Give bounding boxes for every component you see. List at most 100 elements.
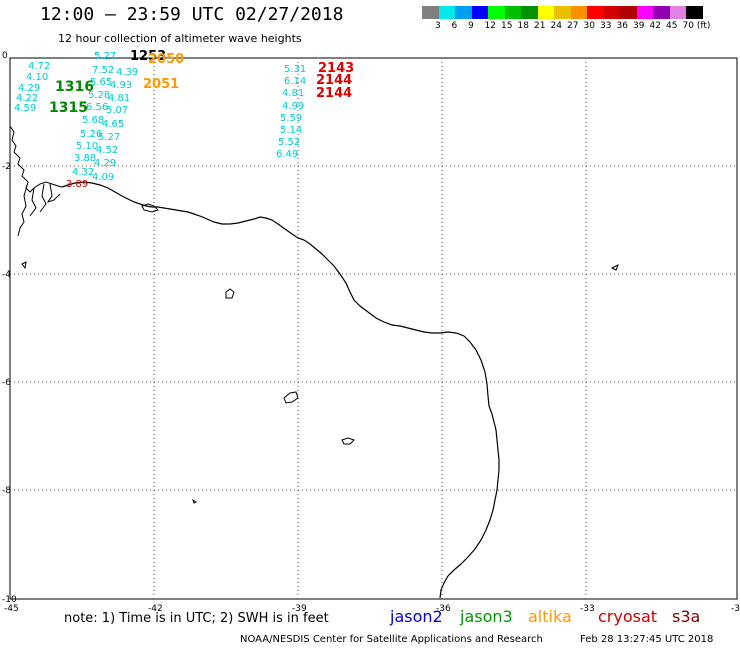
swh-value-label: 4.93	[110, 80, 132, 91]
scale-label: 9	[468, 21, 474, 31]
axis-labels: -45 -42 -39 -36 -33 -30 0 -2 -4 -6 -8 -10	[2, 51, 740, 614]
scale-label: 27	[567, 21, 579, 31]
scale-swatch	[455, 6, 472, 19]
swh-value-label: 6.49	[276, 149, 298, 160]
scale-label: 24	[550, 21, 562, 31]
x-tick-label: -30	[731, 604, 740, 614]
swh-value-label: 4.09	[92, 172, 114, 183]
swh-value-label: 4.29	[94, 158, 116, 169]
island-small-1	[341, 437, 355, 445]
scale-swatch	[471, 6, 488, 19]
island-bay	[141, 203, 159, 213]
swh-value-label: 5.68	[82, 115, 104, 126]
generated-timestamp: Feb 28 13:27:45 UTC 2018	[580, 634, 714, 645]
pass-time-label: 2050	[148, 52, 184, 67]
coastline	[61, 181, 500, 599]
pass-time-label: 2144	[316, 73, 352, 88]
scale-swatch	[603, 6, 620, 19]
pass-time-label: 1315	[49, 100, 88, 116]
scale-swatch	[669, 6, 686, 19]
swh-value-label: 7.52	[92, 65, 114, 76]
scale-label: 42	[649, 21, 661, 31]
swh-value-label: 6.14	[284, 76, 306, 87]
plot-frame	[9, 57, 738, 600]
satellite-legend-cryosat: cryosat	[598, 607, 658, 626]
swh-value-label: 5.26	[80, 129, 102, 140]
satellite-legend-altika: altika	[528, 607, 572, 626]
scale-swatch	[537, 6, 554, 19]
scale-swatch	[438, 6, 455, 19]
island-small-2	[610, 263, 619, 271]
pass-time-label: 2144	[316, 86, 352, 101]
scale-label: 6	[451, 21, 458, 31]
scale-swatch	[686, 6, 703, 19]
scale-label: 30	[583, 21, 595, 31]
scale-swatch	[636, 6, 653, 19]
scale-swatch	[570, 6, 587, 19]
y-tick-label: -10	[2, 595, 17, 605]
swh-value-label: 5.10	[76, 141, 98, 152]
swh-value-label: 4.81	[108, 93, 130, 104]
swh-value-label: 5.65	[90, 77, 112, 88]
swh-value-label: 4.10	[26, 72, 48, 83]
scale-label: 21	[534, 21, 546, 31]
swh-value-label: 3.88	[74, 153, 96, 164]
scale-swatch	[504, 6, 521, 19]
coastline-west	[9, 125, 63, 237]
scale-swatch	[554, 6, 571, 19]
satellite-legend-s3a: s3a	[672, 607, 701, 626]
island-rocas	[225, 288, 235, 299]
swh-value-label: 4.72	[28, 61, 50, 72]
swh-value-label: 6.56	[86, 102, 108, 113]
color-scale-bar	[422, 6, 703, 19]
satellite-legend-jason3: jason3	[460, 607, 513, 626]
swh-value-label: 5.27	[94, 51, 116, 62]
swh-value-label: 4.65	[102, 119, 124, 130]
pass-time-label: 2143	[318, 61, 354, 76]
scale-label: 70 (ft)	[682, 21, 711, 31]
swh-value-label: 5.27	[98, 132, 120, 143]
y-tick-label: -6	[2, 378, 11, 388]
island-noronha	[283, 391, 299, 404]
scale-label: 15	[501, 21, 513, 31]
swh-value-label: 4.81	[282, 88, 304, 99]
swh-value-label: 4.22	[16, 93, 38, 104]
island-small-4	[192, 498, 197, 504]
island-small-3	[21, 261, 27, 270]
scale-swatch	[521, 6, 538, 19]
pass-time-label: 1253	[130, 49, 166, 64]
swh-value-label: 4.39	[116, 67, 138, 78]
swh-value-label: 4.29	[18, 83, 40, 94]
scale-label: 12	[484, 21, 496, 31]
x-tick-label: -42	[148, 604, 163, 614]
x-tick-label: -45	[4, 604, 19, 614]
swh-value-label: 5.28	[88, 90, 110, 101]
swh-value-label: 4.99	[282, 101, 304, 112]
x-tick-label: -33	[580, 604, 595, 614]
wave-height-labels: 4.724.104.294.224.595.274.397.525.654.93…	[14, 49, 354, 190]
y-tick-label: 0	[2, 51, 8, 61]
units-note: note: 1) Time is in UTC; 2) SWH is in fe…	[64, 611, 329, 626]
swh-value-label: 5.31	[284, 64, 306, 75]
pass-time-label: 1316	[55, 79, 94, 95]
scale-label: 36	[616, 21, 628, 31]
swh-value-label: 4.59	[14, 103, 36, 114]
satellite-legend-jason2: jason2	[390, 607, 443, 626]
y-tick-label: -4	[2, 270, 11, 280]
map-title: 12:00 – 23:59 UTC 02/27/2018	[40, 4, 344, 25]
scale-label: 18	[517, 21, 529, 31]
pass-time-label: 2051	[143, 77, 179, 92]
swh-value-label: 5.52	[278, 137, 300, 148]
swh-value-label: 4.52	[96, 145, 118, 156]
swh-value-label: 5.14	[280, 125, 302, 136]
scale-label: 33	[600, 21, 612, 31]
swh-value-label: 4.32	[72, 167, 94, 178]
x-tick-label: -36	[436, 604, 451, 614]
swh-value-label: 5.59	[280, 113, 302, 124]
scale-label: 3	[435, 21, 441, 31]
scale-swatch	[587, 6, 604, 19]
y-tick-label: -2	[2, 162, 11, 172]
scale-swatch	[653, 6, 670, 19]
